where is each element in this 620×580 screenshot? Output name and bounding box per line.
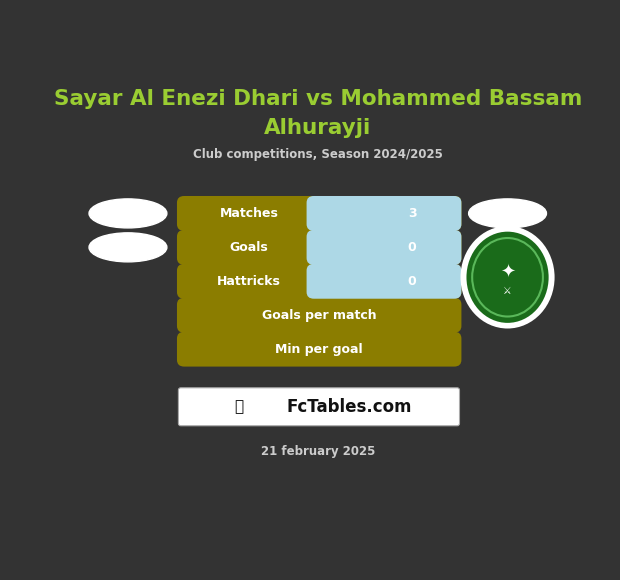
- Text: Min per goal: Min per goal: [275, 343, 363, 356]
- Text: 3: 3: [408, 207, 417, 220]
- Ellipse shape: [466, 231, 549, 323]
- Text: Goals per match: Goals per match: [262, 309, 376, 322]
- FancyBboxPatch shape: [177, 196, 461, 231]
- Text: 21 february 2025: 21 february 2025: [260, 445, 375, 458]
- Text: Goals: Goals: [229, 241, 268, 254]
- FancyBboxPatch shape: [306, 264, 461, 299]
- FancyBboxPatch shape: [306, 230, 461, 264]
- FancyBboxPatch shape: [177, 332, 461, 367]
- Text: Hattricks: Hattricks: [217, 275, 281, 288]
- FancyBboxPatch shape: [177, 230, 461, 264]
- Ellipse shape: [89, 233, 167, 262]
- Text: FcTables.com: FcTables.com: [286, 398, 412, 416]
- Text: 📊: 📊: [234, 399, 243, 414]
- Bar: [314, 202, 326, 224]
- Text: ⚔: ⚔: [503, 286, 512, 296]
- Text: Sayar Al Enezi Dhari vs Mohammed Bassam: Sayar Al Enezi Dhari vs Mohammed Bassam: [53, 89, 582, 108]
- Text: Club competitions, Season 2024/2025: Club competitions, Season 2024/2025: [193, 148, 443, 161]
- Text: ✦: ✦: [500, 264, 515, 282]
- FancyBboxPatch shape: [306, 196, 461, 231]
- FancyBboxPatch shape: [177, 264, 461, 299]
- FancyBboxPatch shape: [179, 388, 459, 426]
- Text: Matches: Matches: [219, 207, 278, 220]
- Ellipse shape: [469, 199, 546, 228]
- Bar: [314, 270, 326, 292]
- Text: Alhurayji: Alhurayji: [264, 118, 371, 137]
- Text: 0: 0: [408, 275, 417, 288]
- FancyBboxPatch shape: [177, 298, 461, 333]
- Ellipse shape: [89, 199, 167, 228]
- Ellipse shape: [462, 227, 553, 327]
- Text: 0: 0: [408, 241, 417, 254]
- Bar: [314, 237, 326, 258]
